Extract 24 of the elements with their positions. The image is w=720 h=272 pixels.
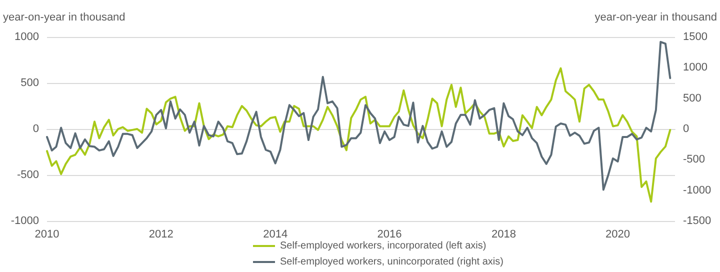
y2-tick-label: -1500 [683,215,712,227]
line-series [46,67,672,203]
x-tick-label: 2016 [377,228,402,240]
y-tick-label: -500 [16,169,39,181]
y-tick-label: 1000 [14,31,39,43]
x-tick-label: 2020 [606,228,630,240]
y2-tick-label: -1000 [683,184,712,196]
y2-tick-label: 1000 [683,62,708,74]
y-axis-title: year-on-year in thousand [3,12,126,24]
line-series [46,40,672,191]
y-tick-label: 500 [20,77,39,89]
x-tick-label: 2014 [263,228,288,240]
y2-tick-label: 0 [683,123,690,135]
legend-label: Self-employed workers, unincorporated (right axis) [280,256,504,268]
x-tick-label: 2012 [148,228,174,240]
y-tick-label: 0 [32,123,39,135]
x-tick-label: 2010 [34,228,60,240]
x-tick-label: 2018 [491,228,516,240]
y2-axis-title: year-on-year in thousand [594,12,717,24]
y-tick-label: -1000 [10,215,39,227]
y2-tick-label: -500 [683,154,706,166]
y2-tick-label: 1500 [683,31,708,43]
legend-label: Self-employed workers, incorporated (left axis) [280,240,486,252]
y2-tick-label: 500 [683,92,702,104]
